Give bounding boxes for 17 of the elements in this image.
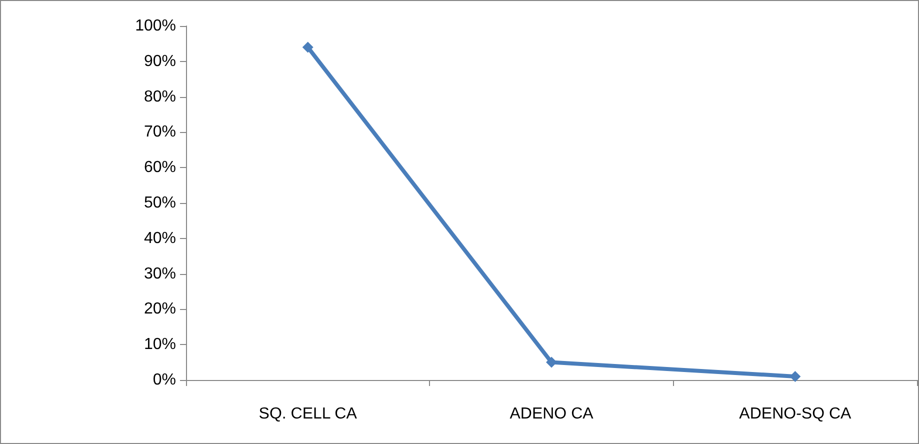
y-tick-label: 0%	[152, 372, 176, 388]
point	[790, 370, 801, 382]
y-tick-label: 20%	[144, 300, 176, 318]
point	[302, 42, 314, 53]
y-tick-label: 40%	[144, 230, 176, 247]
y-tick-label: 60%	[144, 159, 176, 176]
x-tick-label: ADENO CA	[510, 406, 594, 422]
y-tick-label: 70%	[144, 124, 176, 141]
y-tick-label: 50%	[144, 194, 176, 212]
y-tick-label: 100%	[135, 18, 176, 34]
x-tick-label: ADENO-SQ CA	[739, 406, 852, 422]
x-tick-label: SQ. CELL CA	[258, 406, 358, 422]
y-tick-label: 30%	[144, 265, 176, 282]
point	[546, 356, 557, 368]
y-tick-label: 80%	[144, 88, 176, 106]
y-tick-label: 10%	[144, 336, 176, 354]
y-tick-label: 90%	[144, 52, 176, 70]
